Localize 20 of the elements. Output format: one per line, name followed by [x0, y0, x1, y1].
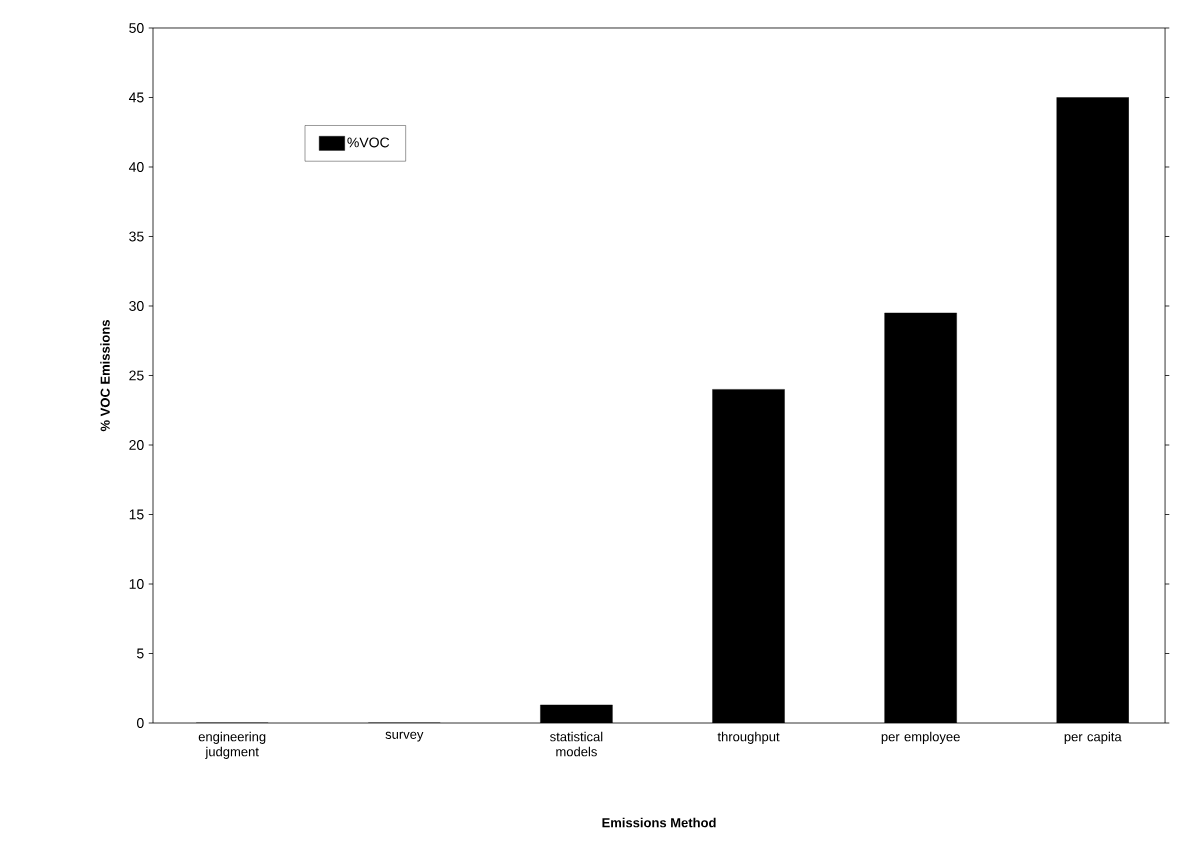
y-tick-label: 5 — [136, 648, 144, 659]
x-tick-label: per employee — [881, 731, 960, 744]
y-tick-label: 50 — [129, 23, 144, 33]
x-tick-label: throughput — [717, 731, 780, 744]
x-axis-title: Emissions Method — [602, 817, 716, 828]
y-tick-label: 20 — [129, 440, 144, 450]
y-tick-label: 35 — [129, 231, 144, 242]
x-tick-label: engineering judgment — [198, 731, 266, 759]
y-tick-label: 40 — [128, 162, 144, 172]
y-tick-label: 25 — [129, 370, 144, 381]
x-tick-label: statistical models — [550, 731, 603, 757]
x-tick-label: survey — [385, 731, 424, 742]
y-tick-label: 45 — [128, 92, 144, 103]
x-tick-label: per capita — [1064, 731, 1122, 744]
legend-label: %VOC — [347, 137, 390, 148]
y-axis-title: % VOC Emissions — [100, 320, 110, 432]
y-tick-label: 30 — [129, 301, 144, 311]
y-tick-label: 15 — [129, 509, 144, 520]
y-tick-label: 0 — [136, 718, 144, 728]
y-tick-label: 10 — [129, 579, 144, 589]
